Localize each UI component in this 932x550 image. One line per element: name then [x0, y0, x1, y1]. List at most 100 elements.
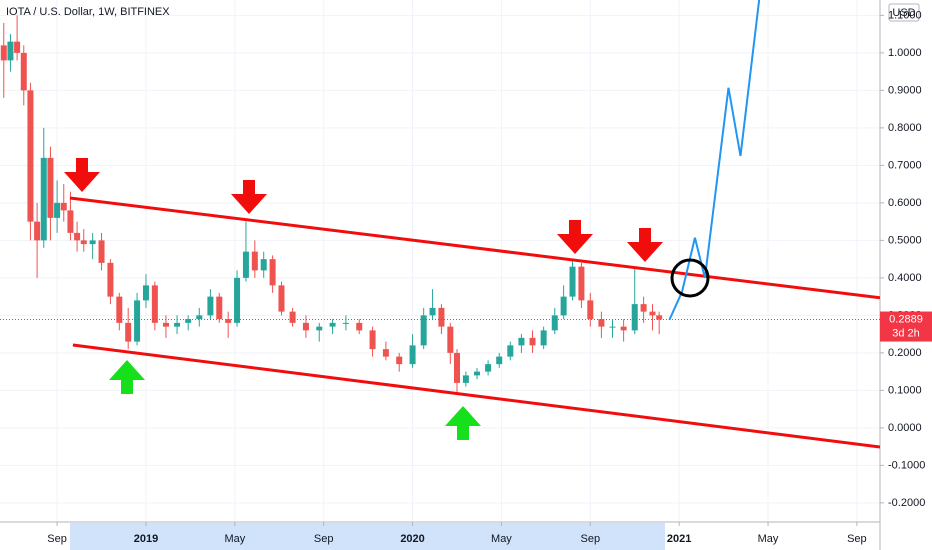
annotation-arrows: [64, 158, 710, 440]
candle-body: [447, 326, 454, 353]
x-tick-label: Sep: [314, 533, 334, 545]
candle-body: [207, 296, 214, 316]
candle-body: [98, 240, 105, 263]
candle-body: [216, 296, 223, 320]
candle-body: [620, 326, 627, 331]
candle-body: [640, 304, 647, 312]
candle-body: [473, 371, 480, 376]
candle-body: [125, 322, 132, 342]
countdown: 3d 2h: [892, 327, 920, 339]
candle-body: [251, 251, 258, 271]
x-tick-label: 2020: [400, 533, 424, 545]
y-tick-label: 0.1000: [888, 384, 922, 396]
x-tick-label: May: [224, 533, 245, 545]
candle-body: [60, 202, 67, 211]
candle-body: [40, 157, 47, 241]
candle-body: [569, 266, 576, 297]
y-tick-label: 0.9000: [888, 84, 922, 96]
candle-body: [142, 285, 149, 301]
candle-body: [134, 300, 141, 342]
candle-body: [496, 356, 503, 365]
trend-line: [668, 0, 761, 321]
trend-line: [69, 196, 880, 300]
candle-body: [151, 285, 158, 323]
candle-body: [225, 319, 232, 323]
currency-box[interactable]: [888, 3, 920, 22]
candle-body: [529, 337, 536, 346]
y-tick-label: -0.1000: [888, 459, 925, 471]
candle-body: [485, 364, 492, 372]
candle-body: [342, 322, 349, 324]
candle-body: [382, 349, 389, 357]
x-tick-label: Sep: [581, 533, 601, 545]
y-tick-label: 1.0000: [888, 47, 922, 59]
candle-body: [302, 322, 309, 331]
candle-body: [507, 345, 514, 357]
candle-body: [89, 240, 96, 245]
y-tick-label: -0.2000: [888, 497, 925, 509]
candle-body: [598, 319, 605, 327]
selection-range: [70, 523, 665, 550]
y-tick-label: 0.4000: [888, 272, 922, 284]
x-tick-label: May: [491, 533, 512, 545]
candle-body: [7, 41, 14, 61]
x-tick-label: Sep: [847, 533, 867, 545]
candle-body: [34, 221, 41, 241]
candle-body: [116, 296, 123, 323]
candle-body: [260, 259, 267, 271]
candle-body: [453, 352, 460, 383]
y-tick-label: 0.6000: [888, 197, 922, 209]
y-tick-label: 0.5000: [888, 234, 922, 246]
candle-body: [329, 322, 336, 327]
candle-body: [420, 315, 427, 346]
candle-body: [551, 315, 558, 331]
plot: [0, 0, 880, 449]
candle-body: [107, 262, 114, 297]
candle-body: [27, 90, 34, 222]
candle-body: [356, 322, 363, 331]
candle-body: [656, 315, 663, 320]
candle-body: [174, 322, 181, 327]
candle-body: [316, 326, 323, 331]
y-tick-label: 0.0000: [888, 422, 922, 434]
y-tick-label: 1.1000: [888, 9, 922, 21]
candle-body: [80, 240, 87, 245]
candle-body: [269, 259, 276, 286]
candle-body: [234, 277, 241, 323]
last-price-box: [880, 311, 932, 342]
x-tick-label: 2019: [134, 533, 158, 545]
candle-body: [14, 41, 21, 53]
candle-body: [560, 296, 567, 316]
candle-body: [54, 202, 61, 218]
candle-body: [20, 52, 27, 91]
candle-body: [162, 322, 169, 327]
y-tick-label: 0.8000: [888, 122, 922, 134]
candle-body: [0, 45, 7, 61]
candle-body: [278, 285, 285, 312]
currency[interactable]: USD: [892, 7, 915, 19]
candle-body: [289, 311, 296, 323]
candle-body: [369, 330, 376, 350]
candle-body: [185, 319, 192, 323]
trend-line: [72, 343, 880, 449]
candle-body: [196, 315, 203, 320]
candle-body: [438, 307, 445, 327]
x-tick-label: Sep: [47, 533, 67, 545]
candle-body: [587, 300, 594, 320]
candle-body: [47, 157, 54, 218]
candle-body: [429, 307, 436, 316]
candle-body: [396, 356, 403, 365]
candle-body: [462, 375, 469, 383]
chart-title: IOTA / U.S. Dollar, 1W, BITFINEX: [6, 6, 170, 18]
candle-body: [67, 210, 74, 233]
candle-body: [74, 232, 81, 241]
candle-body: [518, 337, 525, 346]
y-tick-label: 0.7000: [888, 159, 922, 171]
candle-body: [631, 304, 638, 331]
candle-body: [578, 266, 585, 301]
x-tick-label: May: [758, 533, 779, 545]
last-price-label: 0.2889: [889, 313, 923, 325]
candle-body: [540, 330, 547, 346]
candle-body: [242, 251, 249, 278]
